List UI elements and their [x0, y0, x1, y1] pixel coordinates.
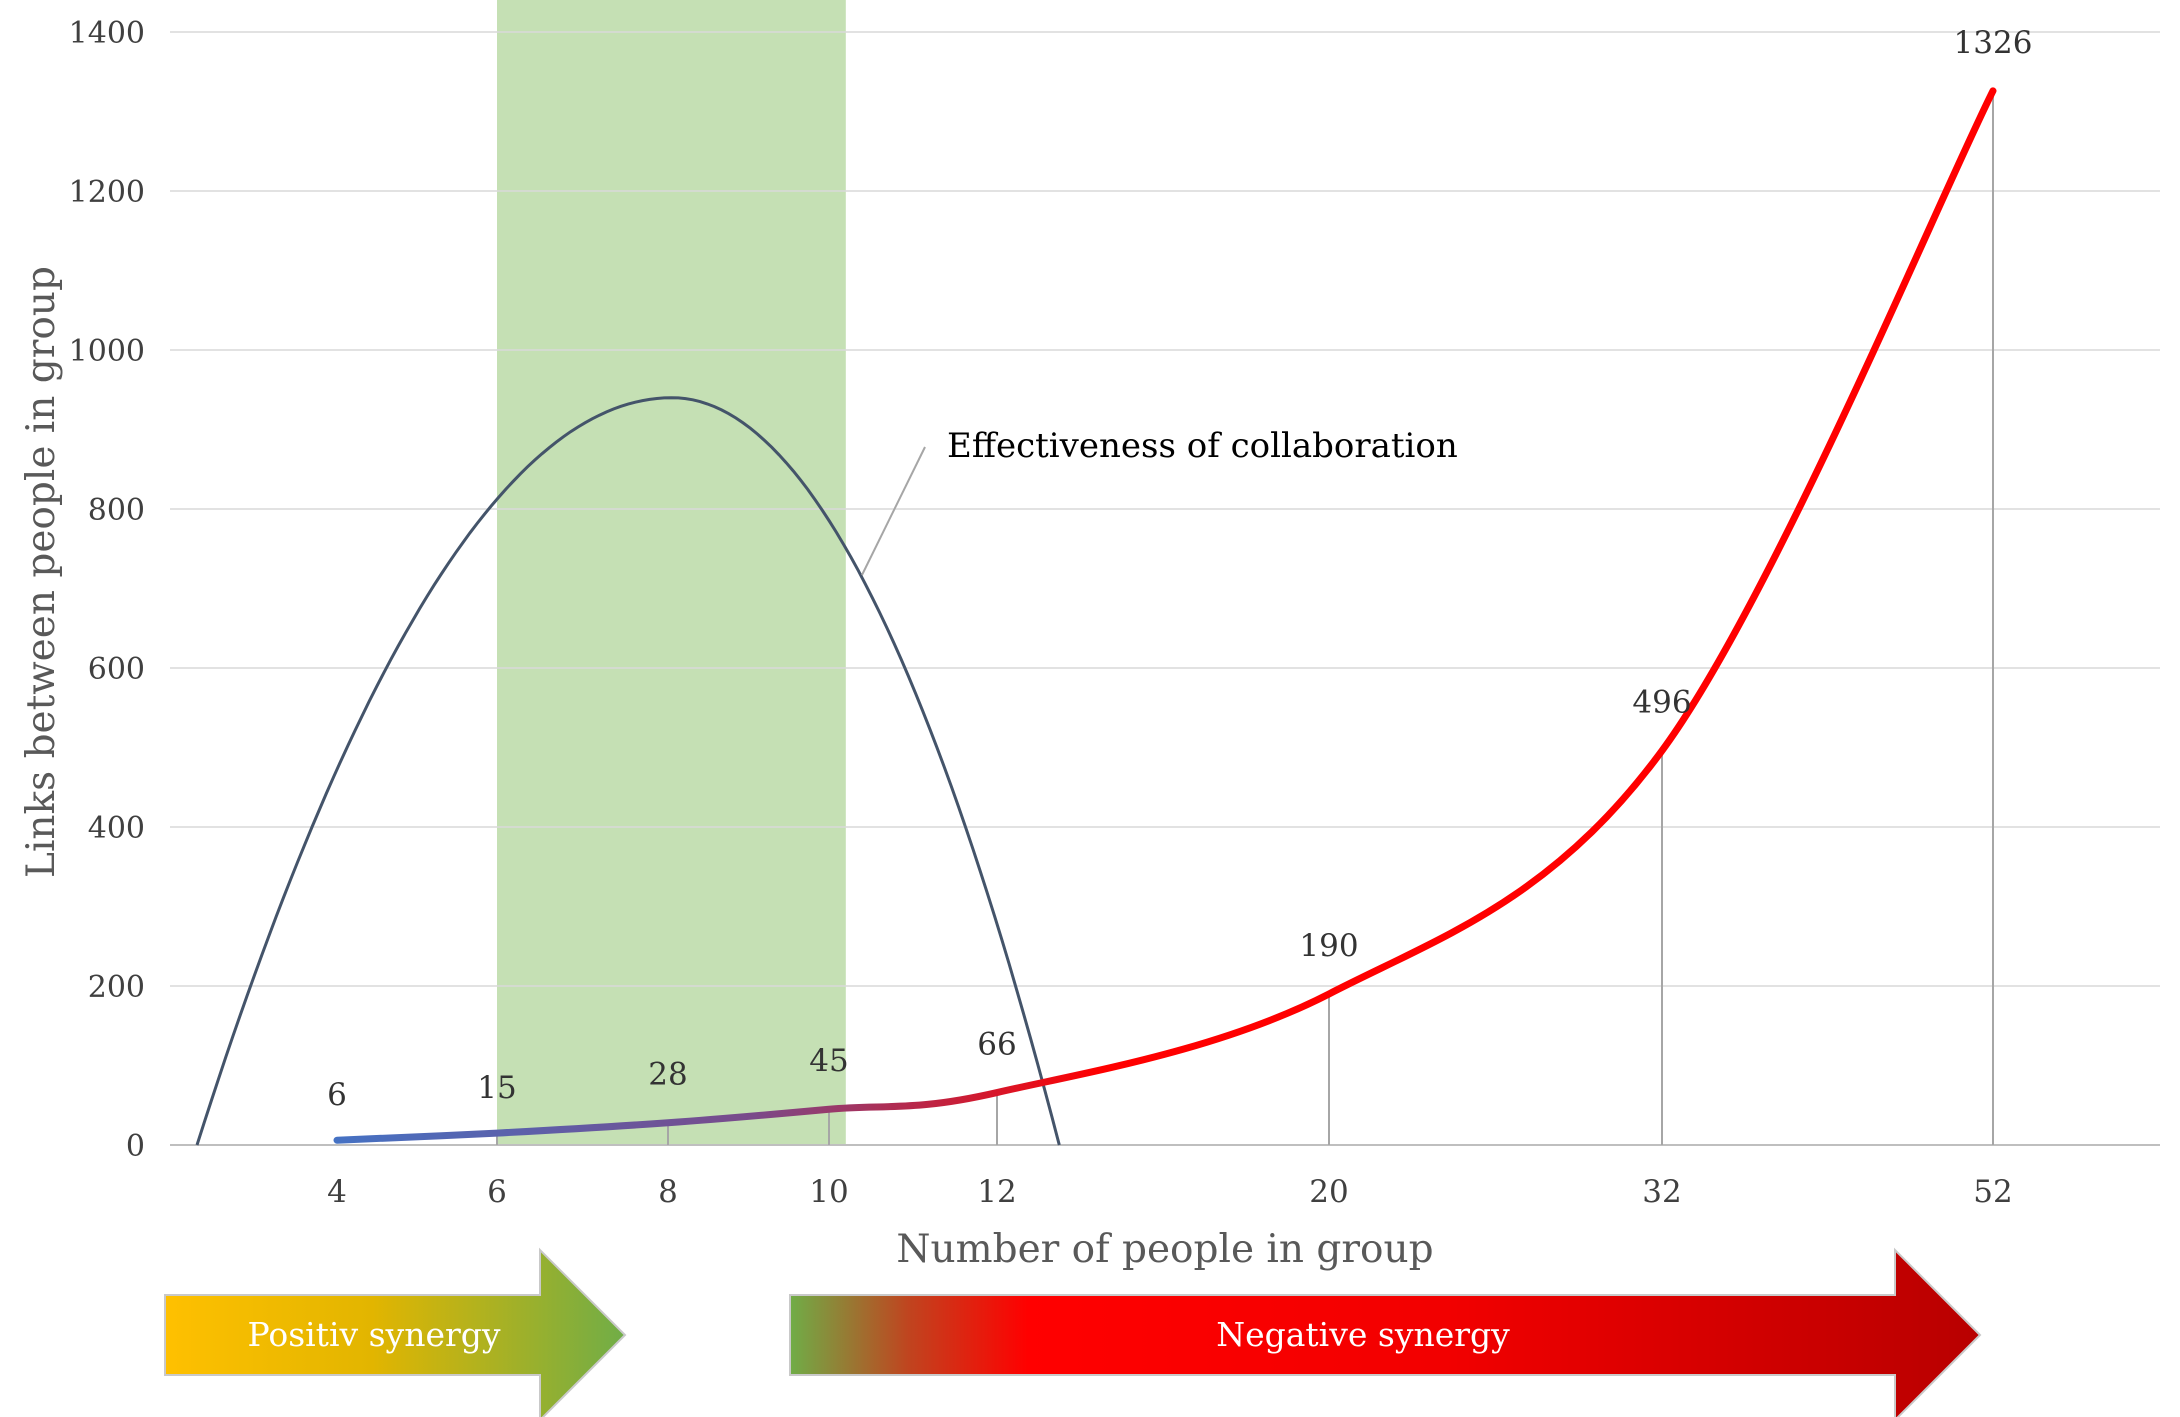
x-tick-label: 10	[809, 1174, 848, 1210]
data-label: 6	[327, 1077, 347, 1113]
drop-lines	[496, 90, 1994, 1145]
x-tick-label: 4	[327, 1174, 347, 1210]
data-label: 190	[1299, 928, 1358, 964]
effectiveness-curve	[195, 396, 1061, 1146]
x-tick-labels: 4 6 8 10 12 20 32 52	[327, 1174, 2013, 1210]
positive-synergy-label: Positiv synergy	[247, 1315, 500, 1354]
x-tick-label: 20	[1309, 1174, 1348, 1210]
y-tick-label: 400	[88, 811, 145, 846]
x-tick-label: 6	[487, 1174, 507, 1210]
y-tick-label: 1000	[69, 334, 145, 369]
negative-synergy-arrow	[789, 1247, 1982, 1417]
y-tick-label: 1400	[69, 16, 145, 51]
gridlines	[170, 31, 2160, 1146]
highlight-band	[497, 0, 846, 1145]
y-tick-labels: 0 200 400 600 800 1000 1200 1400	[69, 16, 145, 1164]
y-tick-label: 800	[88, 493, 145, 528]
data-label: 45	[809, 1043, 848, 1079]
x-axis-title: Number of people in group	[896, 1227, 1433, 1272]
y-tick-label: 600	[88, 652, 145, 687]
data-label: 66	[977, 1027, 1016, 1063]
y-tick-label: 0	[126, 1129, 145, 1164]
x-tick-label: 12	[977, 1174, 1016, 1210]
data-labels: 6 15 28 45 66 190 496 1326	[327, 25, 2032, 1113]
annotation-effectiveness: Effectiveness of collaboration	[947, 426, 1458, 466]
y-axis-title: Links between people in group	[19, 266, 64, 878]
positive-synergy-arrow	[164, 1247, 627, 1417]
data-label: 28	[648, 1057, 687, 1093]
y-tick-label: 200	[88, 970, 145, 1005]
x-tick-label: 52	[1973, 1174, 2012, 1210]
x-tick-label: 8	[658, 1174, 678, 1210]
y-tick-label: 1200	[69, 175, 145, 210]
negative-synergy-label: Negative synergy	[1216, 1315, 1510, 1354]
data-label: 496	[1632, 685, 1691, 721]
data-label: 15	[477, 1070, 516, 1106]
x-tick-label: 32	[1642, 1174, 1681, 1210]
annotation-leader-line	[861, 446, 926, 576]
data-label: 1326	[1954, 25, 2033, 61]
links-series-line	[333, 87, 1997, 1144]
